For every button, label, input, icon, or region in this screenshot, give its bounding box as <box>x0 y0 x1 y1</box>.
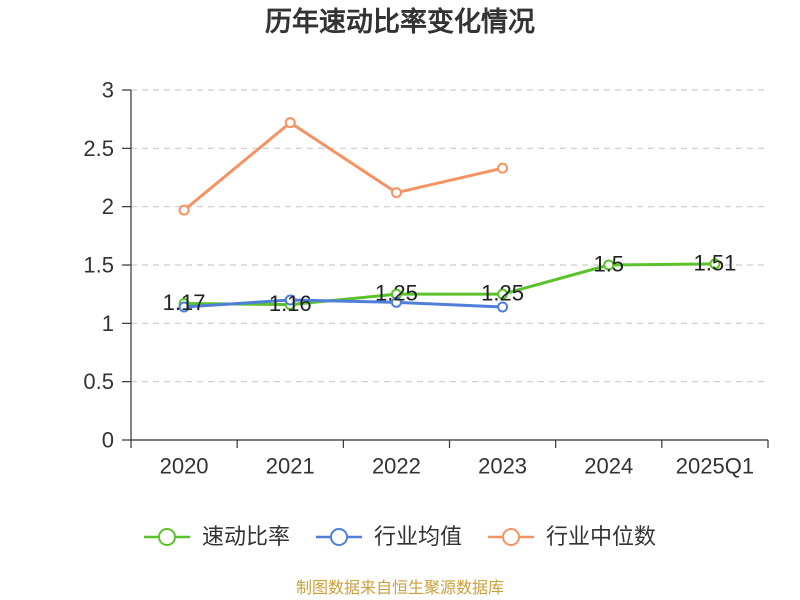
series-line <box>182 121 505 212</box>
legend-line-marker-icon <box>143 528 190 546</box>
legend-label: 速动比率 <box>201 524 290 549</box>
legend-marker-circle <box>329 528 348 546</box>
legend-line-marker-icon <box>488 528 534 546</box>
data-point[interactable] <box>603 259 615 271</box>
legend-marker-circle <box>157 528 176 546</box>
x-tick-label: 2022 <box>372 454 421 479</box>
grid-lines <box>131 89 768 383</box>
chart-title: 历年速动比率变化情况 <box>265 7 535 37</box>
data-labels: 1.17 1.16 1.25 1.25 1.5 1.51 <box>163 250 737 316</box>
data-point[interactable] <box>284 117 296 129</box>
x-tick-label: 2020 <box>160 454 209 479</box>
y-tick-label: 1 <box>102 311 114 336</box>
y-tick-label: 0.5 <box>83 369 114 394</box>
data-point[interactable] <box>497 162 509 174</box>
legend-marker-circle <box>502 528 520 546</box>
legend-label: 行业中位数 <box>546 524 657 549</box>
y-tick-label: 1.5 <box>83 253 114 278</box>
data-label: 1.25 <box>375 281 418 306</box>
x-tick-label: 2023 <box>478 454 527 479</box>
line-chart: 0 0.5 1 1.5 2 2.5 3 2020 2021 2022 2023 2024 2025Q1 1… <box>83 78 769 479</box>
data-point[interactable] <box>497 288 509 300</box>
legend-item-industry-mean[interactable]: 行业均值 <box>315 522 462 552</box>
data-point[interactable] <box>178 204 190 216</box>
data-label: 1.17 <box>163 290 206 315</box>
data-point[interactable] <box>709 258 721 270</box>
data-source-note: 制图数据来自恒生聚源数据库 <box>295 580 504 597</box>
data-point[interactable] <box>390 296 402 308</box>
chart-legend: 速动比率 行业均值 行业中位数 <box>0 520 800 554</box>
series-line <box>182 298 505 309</box>
axes: 0 0.5 1 1.5 2 2.5 3 2020 2021 2022 2023 2024 2025Q1 <box>83 78 769 479</box>
data-label: 1.51 <box>694 250 737 275</box>
data-point[interactable] <box>284 294 296 306</box>
x-tick-label: 2021 <box>266 454 315 479</box>
x-tick-label: 2025Q1 <box>676 454 754 479</box>
legend-item-quick-ratio[interactable]: 速动比率 <box>143 522 290 552</box>
data-label: 1.5 <box>593 252 624 277</box>
y-tick-label: 3 <box>102 78 114 103</box>
series-line <box>182 262 717 307</box>
data-label: 1.16 <box>269 291 312 316</box>
legend-line-marker-icon <box>315 528 362 546</box>
y-tick-label: 2.5 <box>83 136 114 161</box>
series-layer <box>178 117 721 313</box>
y-tick-label: 0 <box>102 428 114 453</box>
data-point[interactable] <box>497 301 509 313</box>
legend-item-industry-median[interactable]: 行业中位数 <box>488 522 656 552</box>
data-point[interactable] <box>390 187 402 199</box>
data-label: 1.25 <box>481 281 524 306</box>
x-tick-label: 2024 <box>584 454 633 479</box>
y-tick-label: 2 <box>102 194 114 219</box>
data-point[interactable] <box>178 301 190 313</box>
legend-label: 行业均值 <box>373 524 462 549</box>
